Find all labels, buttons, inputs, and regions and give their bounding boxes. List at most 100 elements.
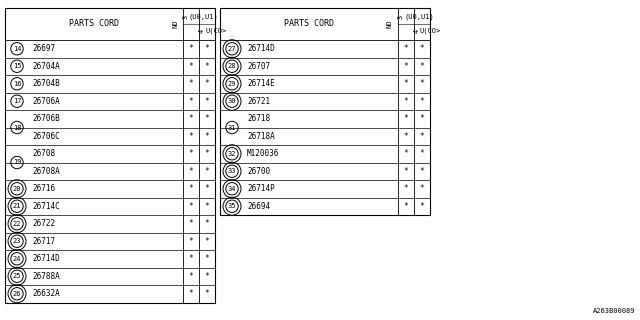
Text: *: *: [404, 132, 408, 141]
Text: 32: 32: [228, 151, 236, 157]
Text: 18: 18: [13, 124, 21, 131]
Text: *: *: [205, 219, 209, 228]
Text: 28: 28: [228, 63, 236, 69]
Text: *: *: [205, 97, 209, 106]
Text: 26718A: 26718A: [247, 132, 275, 141]
Text: 27: 27: [228, 46, 236, 52]
Text: *: *: [189, 44, 193, 53]
Text: *: *: [404, 184, 408, 193]
Text: *: *: [420, 114, 424, 123]
Text: 26714D: 26714D: [247, 44, 275, 53]
Text: *: *: [420, 79, 424, 88]
Text: 3: 3: [398, 15, 404, 19]
Text: 34: 34: [228, 186, 236, 192]
Text: *: *: [404, 167, 408, 176]
Text: *: *: [420, 62, 424, 71]
Text: *: *: [205, 167, 209, 176]
Text: 29: 29: [228, 81, 236, 87]
Text: *: *: [189, 237, 193, 246]
Text: 31: 31: [228, 124, 236, 131]
Text: *: *: [205, 44, 209, 53]
Text: PARTS CORD: PARTS CORD: [284, 20, 334, 28]
Text: *: *: [189, 62, 193, 71]
Text: *: *: [189, 167, 193, 176]
Text: *: *: [205, 149, 209, 158]
Text: *: *: [420, 202, 424, 211]
Text: *: *: [420, 44, 424, 53]
Text: *: *: [404, 97, 408, 106]
Text: 26714P: 26714P: [247, 184, 275, 193]
Text: 26700: 26700: [247, 167, 270, 176]
Bar: [5, 8, 215, 302]
Text: 26714E: 26714E: [247, 79, 275, 88]
Text: 26706B: 26706B: [32, 114, 60, 123]
Text: 4: 4: [199, 29, 205, 33]
Text: *: *: [189, 149, 193, 158]
Text: 21: 21: [13, 203, 21, 209]
Text: 26721: 26721: [247, 97, 270, 106]
Text: 26704B: 26704B: [32, 79, 60, 88]
Text: 35: 35: [228, 203, 236, 209]
Text: 25: 25: [13, 273, 21, 279]
Text: 30: 30: [228, 98, 236, 104]
Text: U(CO>: U(CO>: [420, 28, 441, 34]
Text: *: *: [404, 79, 408, 88]
Text: 22: 22: [13, 221, 21, 227]
Text: 26707: 26707: [247, 62, 270, 71]
Text: 26722: 26722: [32, 219, 55, 228]
Text: 14: 14: [13, 46, 21, 52]
Text: 26706C: 26706C: [32, 132, 60, 141]
Text: 20: 20: [13, 186, 21, 192]
Text: 23: 23: [13, 238, 21, 244]
Text: 26697: 26697: [32, 44, 55, 53]
Text: *: *: [205, 79, 209, 88]
Text: *: *: [205, 184, 209, 193]
Text: 26716: 26716: [32, 184, 55, 193]
Text: *: *: [189, 219, 193, 228]
Text: *: *: [189, 289, 193, 298]
Text: 26788A: 26788A: [32, 272, 60, 281]
Text: 26694: 26694: [247, 202, 270, 211]
Text: 26714C: 26714C: [32, 202, 60, 211]
Text: 26: 26: [13, 291, 21, 297]
Text: *: *: [420, 184, 424, 193]
Text: 17: 17: [13, 98, 21, 104]
Text: *: *: [205, 289, 209, 298]
Text: NO: NO: [172, 20, 178, 28]
Text: 4: 4: [414, 29, 420, 33]
Text: 16: 16: [13, 81, 21, 87]
Text: *: *: [404, 202, 408, 211]
Text: 26706A: 26706A: [32, 97, 60, 106]
Text: NO: NO: [387, 20, 393, 28]
Text: *: *: [420, 97, 424, 106]
Bar: [220, 8, 430, 215]
Text: 26704A: 26704A: [32, 62, 60, 71]
Text: *: *: [420, 132, 424, 141]
Text: 24: 24: [13, 256, 21, 262]
Text: *: *: [404, 62, 408, 71]
Text: (U0,U1): (U0,U1): [404, 14, 434, 20]
Text: 26708: 26708: [32, 149, 55, 158]
Text: PARTS CORD: PARTS CORD: [69, 20, 119, 28]
Text: 26717: 26717: [32, 237, 55, 246]
Text: 26632A: 26632A: [32, 289, 60, 298]
Text: *: *: [205, 202, 209, 211]
Text: *: *: [404, 44, 408, 53]
Text: 15: 15: [13, 63, 21, 69]
Text: *: *: [189, 254, 193, 263]
Text: *: *: [420, 167, 424, 176]
Text: *: *: [205, 62, 209, 71]
Text: *: *: [205, 237, 209, 246]
Text: U(CO>: U(CO>: [205, 28, 227, 34]
Text: *: *: [189, 114, 193, 123]
Text: 26708A: 26708A: [32, 167, 60, 176]
Text: *: *: [205, 132, 209, 141]
Text: *: *: [205, 114, 209, 123]
Text: 19: 19: [13, 159, 21, 165]
Text: *: *: [404, 149, 408, 158]
Text: *: *: [205, 254, 209, 263]
Text: *: *: [189, 132, 193, 141]
Text: A263B00089: A263B00089: [593, 308, 635, 314]
Text: *: *: [189, 272, 193, 281]
Text: *: *: [189, 79, 193, 88]
